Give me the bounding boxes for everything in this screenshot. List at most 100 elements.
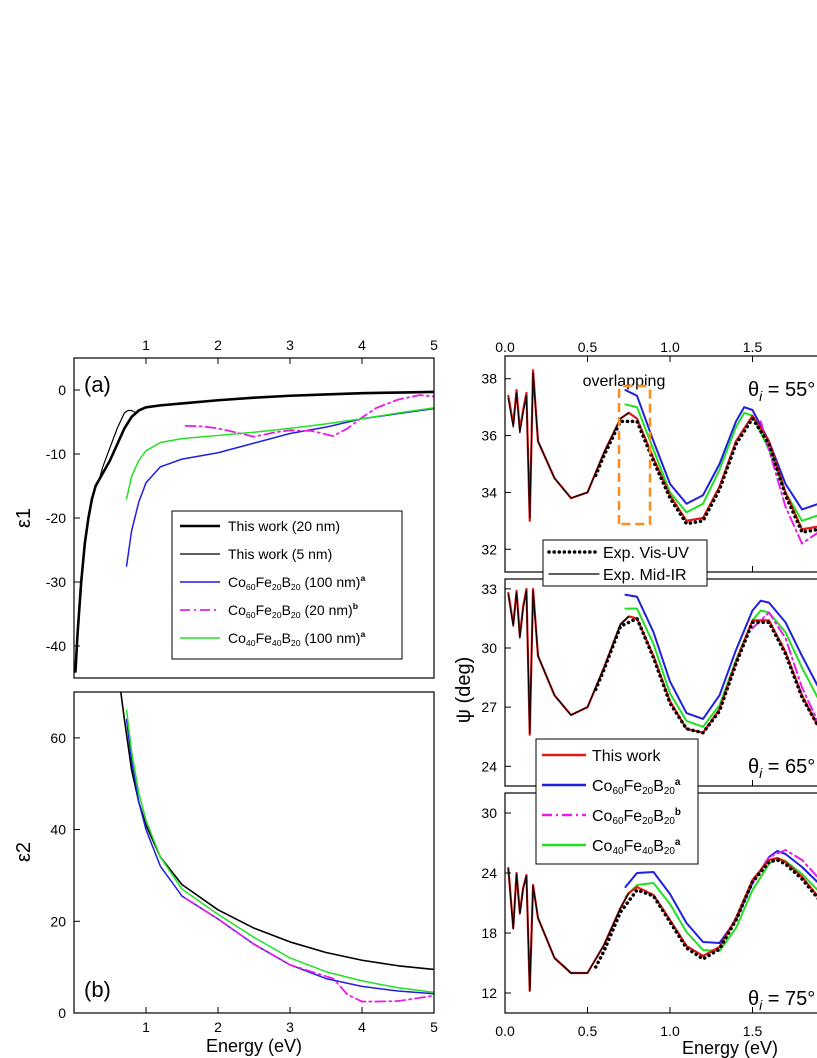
legend-label: Exp. Vis-UV — [603, 545, 689, 562]
legend-label: Co40Fe40B20 (100 nm)a — [228, 629, 365, 648]
series-line-co40fe40b20a — [624, 857, 817, 952]
legend-text-part: 60 — [612, 816, 624, 827]
x-tick-label-top: 2 — [214, 337, 222, 353]
legend-text-part: Co — [228, 602, 246, 618]
x-tick-label: 5 — [430, 1019, 438, 1035]
legend-text-part: Co — [592, 838, 613, 855]
y-tick-label: 30 — [481, 805, 497, 821]
series-line-this-work-5-nm- — [74, 409, 136, 673]
plot-frame-b — [73, 691, 435, 1014]
theta-subscript: i — [759, 388, 763, 404]
legend-label: Co60Fe20B20a — [592, 777, 681, 797]
y-tick-label: 20 — [50, 913, 66, 929]
legend-text-part: 60 — [246, 610, 256, 620]
legend-text-part: 20 — [664, 816, 676, 827]
x-tick-label-top: 4 — [358, 337, 366, 353]
x-axis-label-psi: Energy (eV) — [682, 1038, 778, 1058]
y-tick-label: -20 — [46, 510, 66, 526]
series-line-co60fe20b20-20-nm-b — [184, 897, 434, 1003]
theta-symbol: θ — [748, 756, 759, 778]
legend-text-part: Co — [592, 778, 613, 795]
legend-text-part: 40 — [272, 638, 282, 648]
y-tick-label: 24 — [481, 758, 497, 774]
legend-label: Co60Fe20B20b — [592, 807, 681, 827]
series-line-exp-vis-uv — [594, 416, 817, 534]
legend-text-part: b — [675, 807, 681, 818]
x-tick-label: 1 — [142, 1019, 150, 1035]
legend-text-part: B — [653, 838, 664, 855]
y-tick-label: 24 — [481, 865, 497, 881]
x-tick-label-top: 0.0 — [495, 339, 515, 355]
y-tick-label: 32 — [481, 541, 497, 557]
x-tick-label-top: 1.5 — [743, 339, 763, 355]
series-line-exp-mid-ir — [507, 372, 630, 519]
x-tick-label: 2 — [214, 1019, 222, 1035]
legend-label: This work (5 nm) — [228, 546, 332, 562]
series-line-co60fe20b20b — [751, 849, 817, 884]
theta-symbol: θ — [748, 379, 759, 401]
legend-text-part: Co — [592, 808, 613, 825]
legend-label: Co60Fe20B20 (20 nm)b — [228, 601, 358, 620]
legend-label: This work — [592, 748, 661, 765]
y-tick-label: 18 — [481, 925, 497, 941]
legend-text-part: Fe — [256, 630, 273, 646]
legend-text-part: Co — [228, 630, 246, 646]
overlapping-box — [617, 384, 652, 526]
legend-label: Exp. Mid-IR — [603, 567, 687, 584]
legend-text-part: a — [360, 573, 365, 583]
legend-text-part: (100 nm) — [301, 574, 361, 590]
y-tick-label: 38 — [481, 371, 497, 387]
series-line-co60fe20b20a — [624, 593, 817, 720]
legend-text-part: Fe — [256, 574, 273, 590]
legend-text-part: 20 — [642, 786, 654, 797]
y-tick-label: 40 — [50, 822, 66, 838]
legend-text-part: Fe — [623, 778, 642, 795]
y-axis-label-psi: ψ (deg) — [453, 657, 475, 724]
overlapping-label: overlapping — [583, 373, 666, 390]
theta-value: = 65° — [762, 756, 815, 778]
series-line-exp-vis-uv — [594, 616, 817, 735]
legend-text-part: a — [675, 777, 681, 788]
legend-text-part: 40 — [642, 846, 654, 857]
x-tick-label: 1.0 — [660, 1023, 680, 1039]
x-tick-label-top: 5 — [430, 337, 438, 353]
legend-text-part: 20 — [664, 846, 676, 857]
legend-text-part: This work (20 nm) — [228, 518, 340, 534]
legend-box-models — [535, 738, 699, 865]
legend-text-part: b — [353, 601, 358, 611]
legend-text-part: 40 — [246, 638, 256, 648]
x-tick-label-top: 1.0 — [660, 339, 680, 355]
legend-text-part: 60 — [612, 786, 624, 797]
y-tick-label: 60 — [50, 730, 66, 746]
legend-text-part: (100 nm) — [301, 630, 361, 646]
theta-label-1: θi = 65° — [748, 756, 815, 781]
panel-label-a: (a) — [84, 372, 111, 397]
series-line-co60fe20b20-20-nm-b — [184, 394, 434, 438]
legend-text-part: This work (5 nm) — [228, 546, 332, 562]
legend-text-part: B — [282, 630, 291, 646]
legend-text-part: 60 — [246, 582, 256, 592]
legend-text-part: B — [282, 602, 291, 618]
legend-text-part: 20 — [272, 610, 282, 620]
y-tick-label: -40 — [46, 638, 66, 654]
legend-text-part: (20 nm) — [301, 602, 353, 618]
legend-text-part: a — [675, 837, 681, 848]
y-tick-label: 34 — [481, 484, 497, 500]
legend-text-part: 20 — [642, 816, 654, 827]
series-line-co60fe20b20b — [751, 611, 817, 723]
panel-label-b: (b) — [84, 977, 111, 1002]
legend-text-part: Fe — [256, 602, 273, 618]
theta-symbol: θ — [748, 988, 759, 1010]
legend-text-part: 20 — [291, 610, 301, 620]
legend-text-part: Co — [228, 574, 246, 590]
series-line-exp-mid-ir — [507, 590, 630, 734]
legend-label: This work (20 nm) — [228, 518, 340, 534]
x-tick-label-top: 1 — [142, 337, 150, 353]
series-line-co60fe20b20-100-nm-a — [125, 718, 434, 995]
theta-label-0: θi = 55° — [748, 379, 815, 404]
x-tick-label-top: 3 — [286, 337, 294, 353]
legend-text-part: 40 — [612, 846, 624, 857]
y-tick-label: 33 — [481, 581, 497, 597]
theta-label-2: θi = 75° — [748, 988, 815, 1013]
